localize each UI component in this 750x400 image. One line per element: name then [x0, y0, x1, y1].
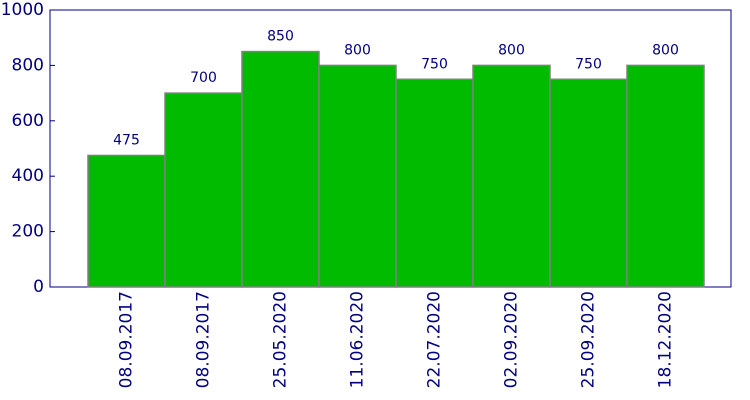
y-tick-label: 1000: [1, 0, 44, 20]
x-tick-label: 11.06.2020: [348, 291, 368, 388]
y-tick-label: 0: [33, 277, 44, 297]
bar: [164, 92, 243, 288]
x-tick-label: 02.09.2020: [502, 291, 522, 388]
bar: [472, 64, 551, 288]
value-label: 750: [575, 56, 602, 72]
x-tick-label: 25.05.2020: [271, 291, 291, 388]
value-label: 475: [113, 132, 140, 148]
bar: [395, 78, 474, 288]
x-tick-label: 08.09.2017: [194, 291, 214, 388]
x-tick-label: 08.09.2017: [117, 291, 137, 388]
x-tick-label: 22.07.2020: [425, 291, 445, 388]
value-label: 800: [498, 42, 525, 58]
value-label: 700: [190, 70, 217, 86]
bar: [241, 50, 320, 288]
y-tick-label: 200: [12, 222, 44, 242]
y-tick-label: 600: [12, 111, 44, 131]
value-label: 750: [421, 56, 448, 72]
value-label: 800: [652, 42, 679, 58]
bar: [87, 154, 166, 288]
value-label: 850: [267, 29, 294, 45]
bar: [318, 64, 397, 288]
x-tick-label: 18.12.2020: [656, 291, 676, 388]
x-tick-label: 25.09.2020: [579, 291, 599, 388]
y-tick-label: 400: [12, 166, 44, 186]
value-label: 800: [344, 42, 371, 58]
y-tick-label: 800: [12, 55, 44, 75]
bar: [626, 64, 705, 288]
bar: [549, 78, 628, 288]
